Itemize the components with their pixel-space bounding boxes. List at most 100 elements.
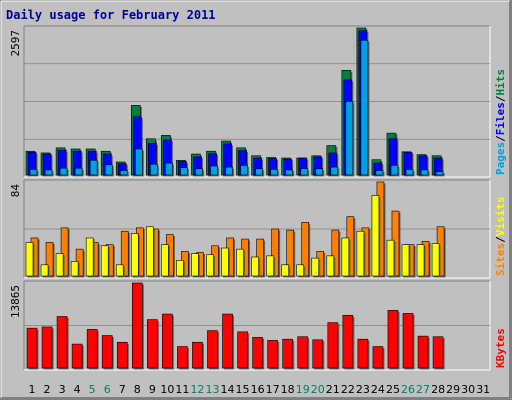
bar-visits-day-8 bbox=[130, 233, 140, 278]
bar-kbytes-day-8 bbox=[131, 282, 144, 370]
series-legend-label: Sites/Visits bbox=[494, 197, 507, 277]
bar-visits-day-26 bbox=[401, 244, 411, 278]
bar-pages-day-7 bbox=[119, 170, 129, 177]
legend-kbytes: KBytes bbox=[494, 328, 507, 368]
bar-pages-day-22 bbox=[345, 101, 355, 177]
bar-visits-day-7 bbox=[115, 264, 125, 278]
chart-panels: 2597Pages/Files/Hits84Sites/Visits13865K… bbox=[9, 25, 507, 371]
bar-visits-day-21 bbox=[326, 255, 336, 278]
bar-visits-day-9 bbox=[146, 226, 155, 278]
bar-kbytes-day-18 bbox=[282, 338, 295, 370]
day-label-5: 5 bbox=[89, 383, 96, 396]
bar-kbytes-day-16 bbox=[252, 337, 265, 370]
day-label-30: 30 bbox=[461, 383, 475, 396]
bar-pages-day-26 bbox=[405, 169, 415, 177]
visits-sites-panel: 84 Sites/Visits bbox=[9, 179, 507, 279]
bar-pages-day-28 bbox=[435, 171, 445, 177]
bar-pages-day-17 bbox=[270, 169, 280, 177]
bar-kbytes-day-22 bbox=[342, 314, 355, 370]
bar-kbytes-day-1 bbox=[26, 327, 39, 370]
series-legend-label: KBytes bbox=[494, 328, 507, 368]
bar-kbytes-day-4 bbox=[71, 343, 84, 370]
day-label-23: 23 bbox=[356, 383, 370, 396]
bar-pages-day-5 bbox=[89, 159, 99, 177]
bar-kbytes-day-23 bbox=[357, 338, 370, 370]
bar-visits-day-1 bbox=[25, 242, 35, 278]
day-label-21: 21 bbox=[326, 383, 340, 396]
legend-sites: Sites bbox=[494, 243, 507, 276]
bar-kbytes-day-21 bbox=[327, 322, 340, 370]
bar-visits-day-27 bbox=[416, 244, 426, 278]
day-label-29: 29 bbox=[446, 383, 460, 396]
bar-kbytes-day-17 bbox=[267, 340, 280, 370]
bar-visits-day-12 bbox=[191, 253, 200, 278]
bar-pages-day-24 bbox=[375, 170, 385, 177]
bar-kbytes-day-3 bbox=[56, 316, 69, 370]
legend-pages: Pages bbox=[494, 142, 507, 175]
day-label-20: 20 bbox=[311, 383, 325, 396]
day-label-13: 13 bbox=[205, 383, 219, 396]
bar-kbytes-day-13 bbox=[207, 330, 219, 370]
bar-pages-day-2 bbox=[44, 169, 54, 177]
bar-pages-day-8 bbox=[134, 148, 144, 177]
bar-visits-day-18 bbox=[281, 264, 291, 278]
bar-visits-day-15 bbox=[236, 248, 246, 278]
bar-visits-day-23 bbox=[356, 230, 366, 278]
bar-pages-day-18 bbox=[285, 169, 295, 177]
day-label-17: 17 bbox=[266, 383, 280, 396]
bar-pages-day-20 bbox=[315, 168, 325, 177]
bar-pages-day-15 bbox=[240, 165, 250, 177]
bar-visits-day-24 bbox=[371, 195, 381, 278]
day-label-18: 18 bbox=[281, 383, 295, 396]
bar-kbytes-day-24 bbox=[372, 346, 385, 370]
y-max-label: 84 bbox=[9, 184, 22, 198]
day-label-9: 9 bbox=[149, 383, 156, 396]
bar-kbytes-day-25 bbox=[387, 310, 400, 370]
bar-pages-day-9 bbox=[150, 163, 159, 177]
bar-kbytes-day-2 bbox=[41, 326, 54, 370]
bar-pages-day-16 bbox=[255, 168, 265, 177]
day-label-16: 16 bbox=[251, 383, 265, 396]
bar-pages-day-25 bbox=[390, 165, 400, 177]
day-label-11: 11 bbox=[175, 383, 189, 396]
day-label-7: 7 bbox=[119, 383, 126, 396]
day-label-24: 24 bbox=[371, 383, 385, 396]
y-max-label: 13865 bbox=[9, 285, 22, 318]
bar-visits-day-20 bbox=[311, 257, 321, 278]
bar-visits-day-2 bbox=[40, 264, 50, 278]
bar-pages-day-10 bbox=[165, 162, 174, 177]
day-label-26: 26 bbox=[401, 383, 415, 396]
bar-pages-day-11 bbox=[180, 167, 189, 177]
x-axis-day-labels: 1 2 3 4 5 6 7 8 9 10 11 12 13 14 15 16 17 18 19 20 21 22 23 24 2… bbox=[29, 383, 491, 396]
day-label-3: 3 bbox=[59, 383, 66, 396]
bar-kbytes-day-19 bbox=[297, 336, 310, 370]
bar-visits-day-28 bbox=[431, 243, 441, 278]
day-label-2: 2 bbox=[44, 383, 51, 396]
legend-hits: Hits bbox=[494, 69, 507, 96]
bar-kbytes-day-15 bbox=[237, 331, 250, 370]
day-label-19: 19 bbox=[296, 383, 310, 396]
bar-pages-day-14 bbox=[225, 166, 235, 177]
legend-files: Files bbox=[494, 102, 507, 135]
day-label-15: 15 bbox=[236, 383, 250, 396]
bar-kbytes-day-12 bbox=[192, 341, 204, 370]
bar-kbytes-day-20 bbox=[312, 339, 325, 370]
day-label-12: 12 bbox=[190, 383, 204, 396]
legend-separator: / bbox=[494, 236, 507, 243]
y-max-label: 2597 bbox=[9, 30, 22, 57]
bar-pages-day-6 bbox=[104, 164, 114, 177]
bar-visits-day-14 bbox=[221, 247, 231, 278]
bar-pages-day-21 bbox=[330, 166, 340, 177]
bar-kbytes-day-11 bbox=[177, 346, 189, 370]
day-label-10: 10 bbox=[160, 383, 174, 396]
bar-visits-day-4 bbox=[70, 261, 80, 278]
bar-visits-day-17 bbox=[266, 255, 276, 278]
bar-kbytes-day-10 bbox=[162, 313, 174, 370]
bar-visits-day-6 bbox=[100, 245, 110, 278]
bar-visits-day-10 bbox=[161, 244, 170, 278]
bar-visits-day-19 bbox=[296, 264, 306, 278]
day-label-4: 4 bbox=[74, 383, 81, 396]
bar-visits-day-3 bbox=[55, 253, 65, 278]
